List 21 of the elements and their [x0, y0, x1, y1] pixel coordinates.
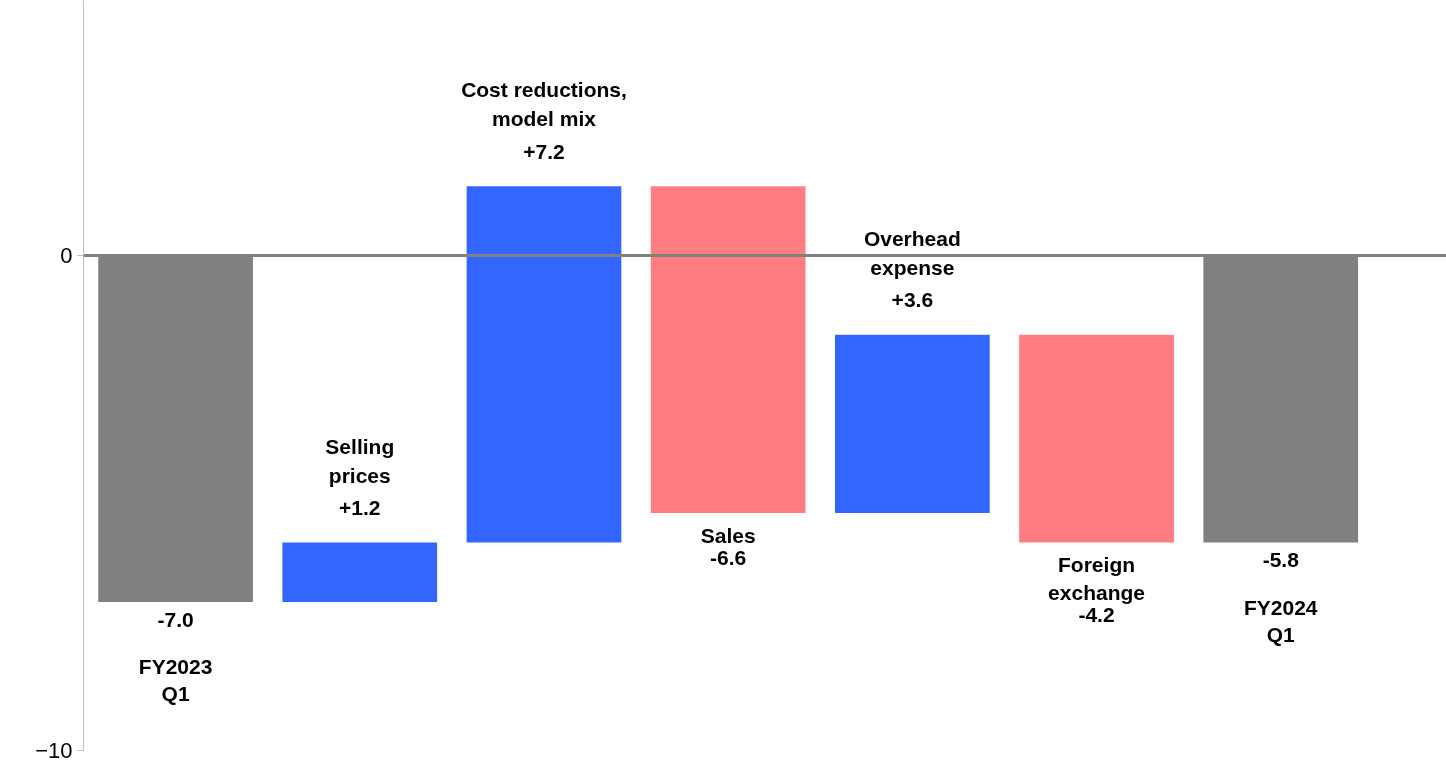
x-tick-label: Selling prices	[325, 434, 395, 487]
x-tick-label: FY2023 Q1	[138, 654, 213, 706]
data-label: -7.0	[157, 607, 194, 631]
bar	[650, 186, 806, 513]
x-tick-label: Overhead expense	[863, 227, 961, 279]
data-label: +3.6	[891, 288, 934, 312]
x-tick-label: Sales	[700, 523, 756, 547]
data-label: +1.2	[339, 496, 381, 520]
data-label: +7.2	[523, 139, 565, 163]
bar	[834, 334, 990, 513]
y-tick-label: 0	[60, 242, 73, 268]
bar	[466, 186, 622, 543]
data-label: -6.6	[710, 546, 747, 569]
bar	[1019, 334, 1174, 543]
x-tick-label: Foreign exchange	[1048, 553, 1145, 604]
x-tick-label: FY2024 Q1	[1243, 595, 1318, 646]
bar	[282, 542, 438, 602]
data-label: -4.2	[1078, 602, 1115, 626]
data-label: -5.8	[1262, 548, 1300, 572]
x-tick-label: Cost reductions, model mix	[461, 78, 627, 131]
y-tick-label: −10	[35, 738, 73, 763]
